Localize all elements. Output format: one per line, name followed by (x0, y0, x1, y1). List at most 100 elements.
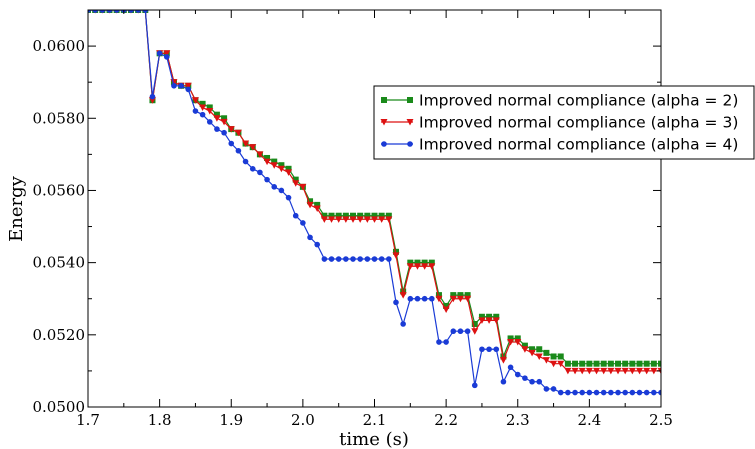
data-point (392, 248, 399, 255)
data-point (285, 165, 292, 172)
data-point (521, 346, 529, 353)
data-point (514, 371, 521, 378)
data-point (185, 86, 192, 93)
data-point (371, 212, 378, 219)
data-point (457, 292, 464, 299)
data-point (307, 198, 314, 205)
data-point (636, 360, 643, 367)
data-point (385, 212, 392, 219)
data-point (178, 82, 184, 89)
data-point (536, 346, 543, 353)
data-point (443, 339, 449, 345)
data-point (192, 108, 199, 114)
data-point (400, 321, 406, 327)
data-point (579, 360, 586, 367)
x-tick-label: 2.1 (363, 411, 387, 429)
data-point (386, 256, 392, 262)
data-point (607, 360, 614, 367)
data-point (542, 357, 550, 364)
data-point (321, 256, 328, 262)
y-tick-label: 0.0500 (33, 398, 86, 416)
data-point (636, 389, 643, 396)
data-point (300, 220, 306, 226)
data-point (529, 378, 535, 385)
data-point (242, 140, 250, 148)
data-point (364, 212, 371, 219)
data-point (385, 216, 393, 223)
data-point (443, 302, 450, 309)
data-point (579, 389, 586, 396)
data-point (499, 357, 507, 364)
data-point (328, 212, 335, 219)
data-point (292, 212, 299, 219)
data-point (650, 367, 658, 375)
data-point (507, 335, 514, 342)
data-point (163, 54, 170, 60)
data-point (335, 212, 342, 219)
data-point (535, 353, 543, 360)
data-point (106, 10, 113, 13)
data-point (550, 353, 557, 360)
data-point (528, 349, 536, 357)
data-point (514, 335, 521, 342)
data-point (615, 360, 622, 367)
data-point (191, 97, 199, 104)
data-point (615, 389, 621, 396)
data-point (593, 389, 600, 396)
data-point (228, 140, 235, 147)
data-point (529, 346, 536, 353)
data-point (213, 111, 220, 118)
data-point (557, 360, 565, 368)
series-3 (88, 10, 661, 396)
data-point (493, 313, 500, 320)
data-point (543, 386, 550, 392)
data-point (264, 176, 270, 183)
data-point (449, 295, 457, 303)
data-point (600, 389, 607, 396)
data-point (407, 295, 414, 302)
data-point (421, 259, 428, 266)
data-point (456, 295, 464, 303)
data-point (500, 378, 507, 385)
data-point (234, 129, 242, 137)
data-point (442, 306, 450, 314)
data-point (249, 166, 256, 172)
data-point (357, 256, 363, 262)
data-point (399, 292, 407, 299)
data-point (500, 353, 507, 360)
x-tick-label: 1.8 (148, 411, 172, 429)
data-point (357, 212, 364, 219)
data-point (650, 360, 657, 367)
data-point (629, 389, 636, 396)
data-point (242, 158, 249, 165)
data-point (393, 299, 399, 306)
data-point (292, 180, 300, 187)
data-point (471, 328, 479, 335)
x-tick-label: 1.9 (219, 411, 243, 429)
data-point (235, 147, 242, 154)
data-point (585, 367, 593, 375)
data-point (586, 389, 593, 396)
data-point (571, 367, 579, 375)
data-point (492, 317, 500, 324)
data-point (565, 389, 571, 396)
data-point (600, 367, 608, 375)
data-point (343, 256, 349, 262)
data-point (128, 10, 134, 13)
data-point (550, 386, 557, 392)
data-point (421, 263, 429, 270)
data-point (643, 360, 650, 367)
legend-box (373, 85, 755, 160)
data-point (363, 216, 371, 223)
data-point (485, 317, 493, 324)
data-point (184, 82, 192, 90)
data-point (263, 158, 271, 166)
data-point (342, 212, 349, 219)
data-point (356, 216, 364, 223)
data-point (593, 367, 601, 375)
data-point (199, 104, 207, 111)
data-point (514, 339, 522, 346)
data-point (335, 256, 342, 262)
data-point (221, 115, 228, 122)
y-tick-label: 0.0540 (33, 254, 86, 272)
